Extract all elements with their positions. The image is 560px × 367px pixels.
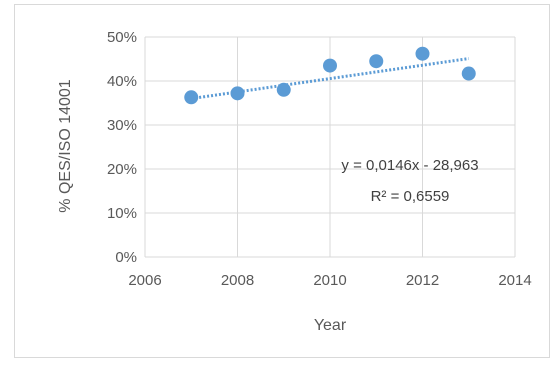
y-tick-label: 20% (107, 161, 137, 178)
x-tick-label: 2008 (221, 272, 254, 289)
x-axis-title: Year (314, 317, 347, 334)
data-point (184, 90, 199, 105)
data-point (369, 54, 384, 69)
x-tick-label: 2010 (313, 272, 346, 289)
data-point (276, 82, 291, 97)
trendline (191, 57, 469, 101)
x-tick-label: 2006 (128, 272, 161, 289)
y-tick-label: 40% (107, 73, 137, 90)
y-tick-label: 30% (107, 117, 137, 134)
data-point (415, 46, 430, 61)
y-tick-label: 0% (115, 249, 137, 266)
y-tick-label: 10% (107, 205, 137, 222)
y-tick-label: 50% (107, 29, 137, 46)
trendline-r-squared: R² = 0,6559 (371, 188, 450, 205)
x-tick-label: 2012 (406, 272, 439, 289)
y-axis-title: % QES/ISO 14001 (57, 79, 74, 213)
data-point (230, 86, 245, 101)
data-point (461, 66, 476, 81)
data-point (323, 58, 337, 73)
chart-frame (14, 4, 550, 358)
x-tick-label: 2014 (498, 272, 531, 289)
trendline-equation: y = 0,0146x - 28,963 (341, 157, 478, 174)
